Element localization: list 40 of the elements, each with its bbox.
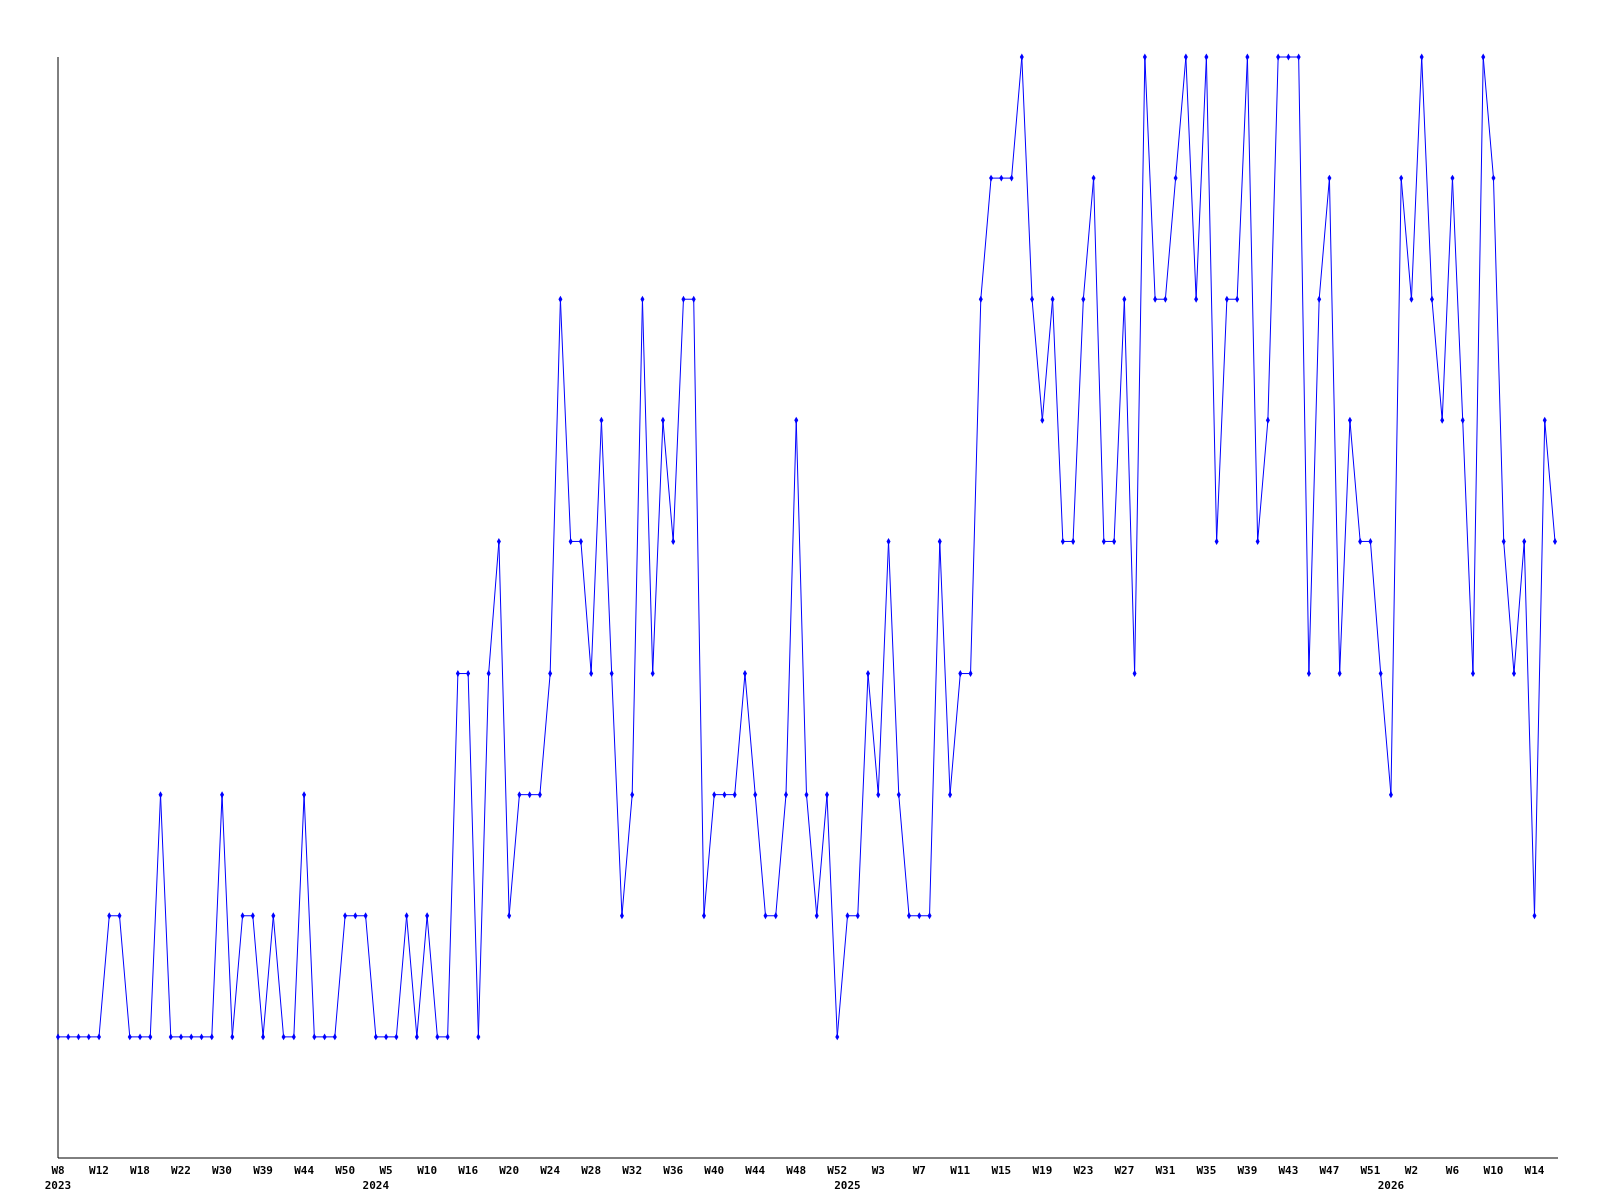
x-tick-label: W43 bbox=[1278, 1164, 1299, 1177]
x-tick-label: 2025 bbox=[834, 1179, 861, 1192]
x-tick-label: W12 bbox=[89, 1164, 109, 1177]
x-tick-label: W10 bbox=[417, 1164, 438, 1177]
x-tick-label: W20 bbox=[499, 1164, 520, 1177]
x-tick-label: W36 bbox=[663, 1164, 684, 1177]
x-tick-label: W5 bbox=[379, 1164, 393, 1177]
x-tick-label: W10 bbox=[1483, 1164, 1504, 1177]
x-tick-label: W18 bbox=[130, 1164, 150, 1177]
x-tick-label: W14 bbox=[1524, 1164, 1545, 1177]
x-tick-label: W27 bbox=[1114, 1164, 1135, 1177]
x-tick-label: W30 bbox=[212, 1164, 232, 1177]
x-tick-label: W40 bbox=[704, 1164, 725, 1177]
x-tick-label: W52 bbox=[827, 1164, 848, 1177]
x-tick-label: W24 bbox=[540, 1164, 561, 1177]
x-tick-label: W6 bbox=[1445, 1164, 1460, 1177]
x-tick-label: W35 bbox=[1196, 1164, 1217, 1177]
x-tick-label: W39 bbox=[1237, 1164, 1258, 1177]
x-tick-label: W48 bbox=[786, 1164, 807, 1177]
x-tick-label: W15 bbox=[991, 1164, 1012, 1177]
x-tick-label: 2024 bbox=[362, 1179, 390, 1192]
x-tick-label: W11 bbox=[950, 1164, 971, 1177]
x-tick-label: W44 bbox=[745, 1164, 766, 1177]
x-tick-label: W50 bbox=[335, 1164, 356, 1177]
x-tick-label: W22 bbox=[171, 1164, 191, 1177]
x-tick-label: W44 bbox=[294, 1164, 315, 1177]
x-tick-label: W3 bbox=[871, 1164, 885, 1177]
x-tick-label: W2 bbox=[1404, 1164, 1419, 1177]
x-tick-label: W7 bbox=[912, 1164, 926, 1177]
x-tick-label: W32 bbox=[622, 1164, 643, 1177]
x-tick-label: W47 bbox=[1319, 1164, 1340, 1177]
x-tick-label: W16 bbox=[458, 1164, 479, 1177]
x-tick-label: W28 bbox=[581, 1164, 602, 1177]
x-tick-label: W8 2023 bbox=[44, 1164, 72, 1192]
x-tick-label: W19 bbox=[1032, 1164, 1053, 1177]
x-tick-label: W23 bbox=[1073, 1164, 1094, 1177]
x-tick-label: W31 bbox=[1155, 1164, 1176, 1177]
x-tick-label: W51 bbox=[1360, 1164, 1381, 1177]
x-tick-label: 2026 bbox=[1377, 1179, 1405, 1192]
x-tick-label: W39 bbox=[253, 1164, 274, 1177]
